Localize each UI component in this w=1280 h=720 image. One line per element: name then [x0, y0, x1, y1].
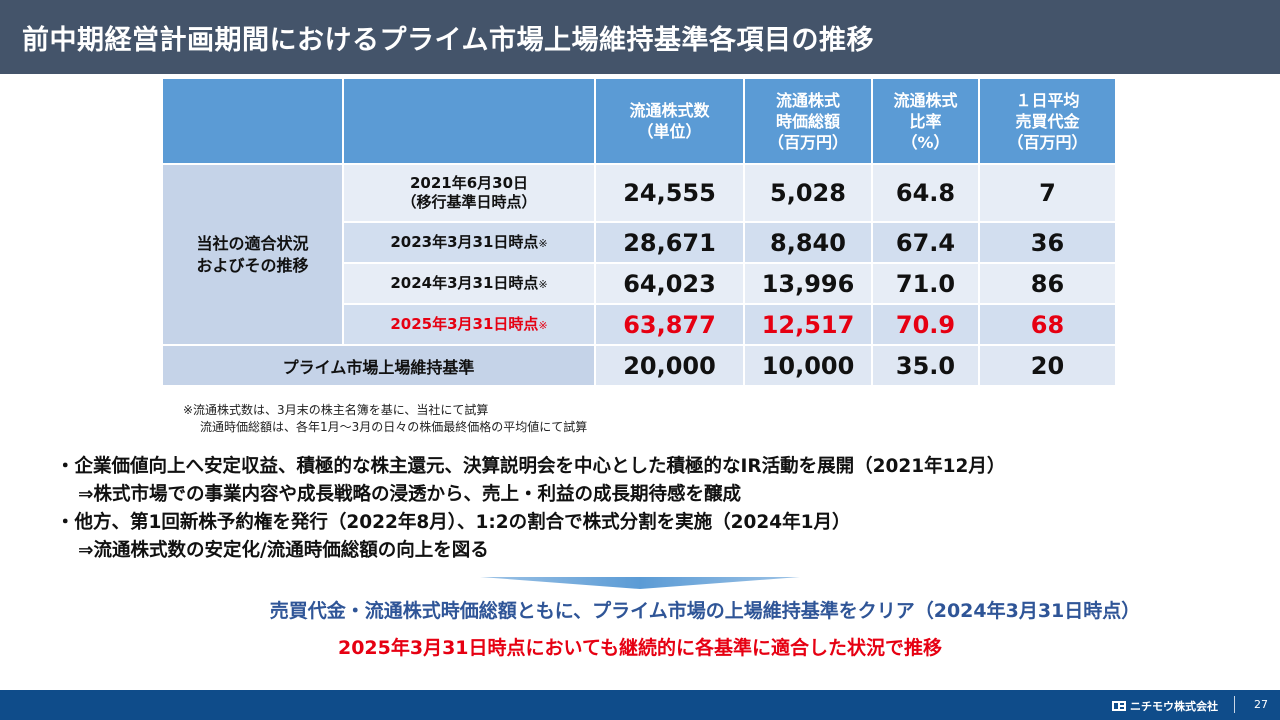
value-cell: 20,000 — [594, 344, 745, 387]
slide-title: 前中期経営計画期間におけるプライム市場上場維持基準各項目の推移 — [22, 24, 874, 56]
value-cell: 12,517 — [743, 303, 873, 346]
page-number: 27 — [1254, 698, 1268, 711]
bullet-item: ・他方、第1回新株予約権を発行（2022年8月）、1:2の割合で株式分割を実施（… — [56, 512, 851, 533]
row-label-cell: 2023年3月31日時点※ — [342, 221, 596, 264]
footnote-line: ※流通株式数は、3月末の株主名簿を基に、当社にて試算 — [183, 403, 489, 417]
slide-title-bar: 前中期経営計画期間におけるプライム市場上場維持基準各項目の推移 — [0, 0, 1280, 74]
value-cell: 86 — [978, 262, 1117, 305]
row-label-cell: 2024年3月31日時点※ — [342, 262, 596, 305]
footer-divider — [1234, 696, 1235, 713]
header-float-market-cap: 流通株式 時価総額 （百万円） — [743, 77, 873, 165]
table-header-cell — [161, 77, 344, 165]
table-header-row: 流通株式数 （単位） 流通株式 時価総額 （百万円） 流通株式 比率 （%） １… — [161, 77, 1117, 165]
value-cell: 5,028 — [743, 163, 873, 223]
row-label: 2024年3月31日時点 — [390, 273, 539, 292]
footnote-mark: ※ — [538, 277, 548, 291]
down-arrow-icon — [480, 574, 800, 589]
value-cell: 8,840 — [743, 221, 873, 264]
row-label: 2025年3月31日時点 — [390, 314, 539, 333]
value-cell: 64,023 — [594, 262, 745, 305]
bullet-subitem: ⇒株式市場での事業内容や成長戦略の浸透から、売上・利益の成長期待感を醸成 — [78, 484, 742, 505]
table-row-highlight: 2025年3月31日時点※ 63,877 12,517 70.9 68 — [162, 303, 1117, 346]
table-header-cell — [342, 77, 596, 165]
value-cell: 13,996 — [743, 262, 873, 305]
company-brand: ニチモウ株式会社 — [1112, 698, 1218, 714]
standard-label: プライム市場上場維持基準 — [161, 344, 596, 387]
row-label: 2021年6月30日 （移行基準日時点） — [342, 163, 596, 223]
value-cell: 63,877 — [594, 303, 745, 346]
company-logo-icon — [1112, 701, 1126, 711]
table-row: 2023年3月31日時点※ 28,671 8,840 67.4 36 — [162, 221, 1117, 264]
header-float-ratio: 流通株式 比率 （%） — [871, 77, 980, 165]
conclusion-blue: 売買代金・流通株式時価総額ともに、プライム市場の上場維持基準をクリア（2024年… — [269, 600, 1141, 622]
footnote-line: 流通時価総額は、各年1月～3月の日々の株価最終価格の平均値にて試算 — [200, 420, 588, 434]
table-row: 2024年3月31日時点※ 64,023 13,996 71.0 86 — [162, 262, 1117, 305]
footnote-mark: ※ — [538, 318, 548, 332]
row-label: 2023年3月31日時点 — [390, 232, 539, 251]
value-cell: 64.8 — [871, 163, 980, 223]
value-cell: 70.9 — [871, 303, 980, 346]
header-float-shares: 流通株式数 （単位） — [594, 77, 745, 165]
footer-bar: ニチモウ株式会社 27 — [0, 690, 1280, 720]
prime-market-table: 流通株式数 （単位） 流通株式 時価総額 （百万円） 流通株式 比率 （%） １… — [161, 77, 1117, 387]
value-cell: 36 — [978, 221, 1117, 264]
value-cell: 7 — [978, 163, 1117, 223]
footnote-mark: ※ — [538, 236, 548, 250]
bullet-subitem: ⇒流通株式数の安定化/流通時価総額の向上を図る — [78, 540, 489, 561]
value-cell: 35.0 — [871, 344, 980, 387]
value-cell: 10,000 — [743, 344, 873, 387]
value-cell: 68 — [978, 303, 1117, 346]
bullet-item: ・企業価値向上へ安定収益、積極的な株主還元、決算説明会を中心とした積極的なIR活… — [56, 456, 1006, 477]
group-label: 当社の適合状況 およびその推移 — [161, 163, 344, 346]
value-cell: 28,671 — [594, 221, 745, 264]
conclusion-red: 2025年3月31日時点においても継続的に各基準に適合した状況で推移 — [337, 637, 943, 659]
header-daily-trading-value: １日平均 売買代金 （百万円） — [978, 77, 1117, 165]
value-cell: 71.0 — [871, 262, 980, 305]
bullet-list: ・企業価値向上へ安定収益、積極的な株主還元、決算説明会を中心とした積極的なIR活… — [56, 453, 1256, 565]
table-footnote: ※流通株式数は、3月末の株主名簿を基に、当社にて試算 流通時価総額は、各年1月～… — [183, 402, 587, 436]
company-name: ニチモウ株式会社 — [1130, 700, 1218, 713]
row-label-cell: 2025年3月31日時点※ — [342, 303, 596, 346]
table-row: 当社の適合状況 およびその推移 2021年6月30日 （移行基準日時点） 24,… — [161, 163, 1117, 346]
value-cell: 67.4 — [871, 221, 980, 264]
value-cell: 20 — [978, 344, 1117, 387]
value-cell: 24,555 — [594, 163, 745, 223]
standard-row: プライム市場上場維持基準 20,000 10,000 35.0 20 — [161, 344, 1117, 387]
